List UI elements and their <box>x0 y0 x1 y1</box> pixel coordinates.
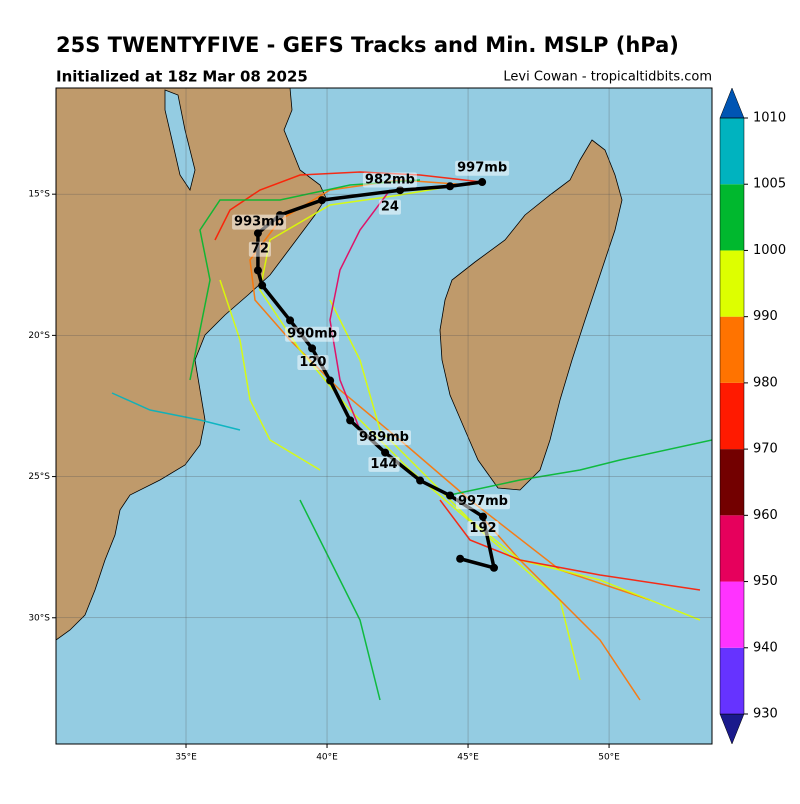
annotation-box <box>455 494 510 510</box>
colorbar-tick-label: 990 <box>753 309 778 324</box>
track-point <box>308 344 317 353</box>
annotation: 993mb <box>234 215 284 230</box>
annotation: 24 <box>381 200 399 215</box>
y-tick-label: 25°S <box>28 472 50 482</box>
colorbar-extend-high <box>719 87 745 119</box>
colorbar-frame <box>719 117 745 715</box>
track-point <box>286 316 295 325</box>
ensemble-tracks <box>111 171 712 701</box>
track-point <box>478 512 487 521</box>
annotation-box <box>368 456 400 472</box>
x-tick-label: 35°E <box>175 753 197 763</box>
track-point <box>326 376 335 385</box>
colorbar-band <box>720 184 744 251</box>
colorbar-tick-label: 970 <box>753 442 778 457</box>
colorbar-band <box>720 118 744 185</box>
colorbar-tick-label: 1005 <box>753 177 786 192</box>
annotation-box <box>297 354 329 370</box>
x-tick-label: 45°E <box>457 753 479 763</box>
lake-malawi <box>164 89 196 191</box>
colorbar-band <box>720 382 744 450</box>
y-tick-label: 20°S <box>28 331 50 341</box>
subtitle: Initialized at 18z Mar 08 2025 <box>56 68 308 86</box>
colorbar-band <box>720 316 744 383</box>
track-point <box>253 266 262 275</box>
annotation-box <box>378 199 401 215</box>
track-point <box>258 281 267 290</box>
annotation: 120 <box>299 355 326 370</box>
colorbar-tick-label: 950 <box>753 574 778 589</box>
colorbar-band <box>720 250 744 317</box>
annotation: 192 <box>469 521 496 536</box>
colorbar-tick-label: 940 <box>753 640 778 655</box>
y-tick-label: 30°S <box>28 613 50 623</box>
annotation-box <box>455 160 510 176</box>
colorbar-band <box>720 647 744 714</box>
track-point <box>381 448 390 457</box>
map <box>56 88 712 744</box>
track-point <box>416 476 425 485</box>
chart-title: 25S TWENTYFIVE - GEFS Tracks and Min. MS… <box>56 33 679 57</box>
track-point <box>489 563 498 572</box>
colorbar-band <box>720 515 744 582</box>
annotation-box <box>467 521 499 537</box>
annotation: 997mb <box>458 494 508 509</box>
track-point <box>445 182 454 191</box>
annotation: 997mb <box>457 161 507 176</box>
track-point <box>456 554 465 563</box>
annotation: 982mb <box>365 173 415 188</box>
track-point <box>396 186 405 195</box>
annotation: 989mb <box>359 430 409 445</box>
track-point <box>317 196 326 205</box>
colorbar-tick-label: 1000 <box>753 243 786 258</box>
colorbar-band <box>720 449 744 516</box>
annotation-box <box>285 326 340 342</box>
colorbar-extend-low <box>719 713 745 745</box>
credit: Levi Cowan - tropicaltidbits.com <box>503 70 712 85</box>
track-point <box>478 178 487 187</box>
annotation-box <box>362 172 417 188</box>
x-tick-label: 40°E <box>316 753 338 763</box>
annotation-box <box>232 214 287 230</box>
colorbar-tick-label: 980 <box>753 375 778 390</box>
colorbar-band <box>720 581 744 648</box>
annotation: 990mb <box>287 327 337 342</box>
y-tick-label: 15°S <box>28 190 50 200</box>
annotation-box <box>357 430 411 446</box>
track-point <box>445 491 454 500</box>
colorbar-tick-label: 960 <box>753 508 778 523</box>
annotation: 144 <box>370 457 397 472</box>
track-point <box>253 229 262 238</box>
annotation-box <box>248 241 271 257</box>
map-frame <box>55 87 713 745</box>
annotation: 72 <box>251 242 269 257</box>
madagascar <box>439 139 623 491</box>
colorbar-tick-label: 1010 <box>753 111 786 126</box>
x-tick-label: 50°E <box>598 753 620 763</box>
colorbar-tick-label: 930 <box>753 707 778 722</box>
track-point <box>346 416 355 425</box>
